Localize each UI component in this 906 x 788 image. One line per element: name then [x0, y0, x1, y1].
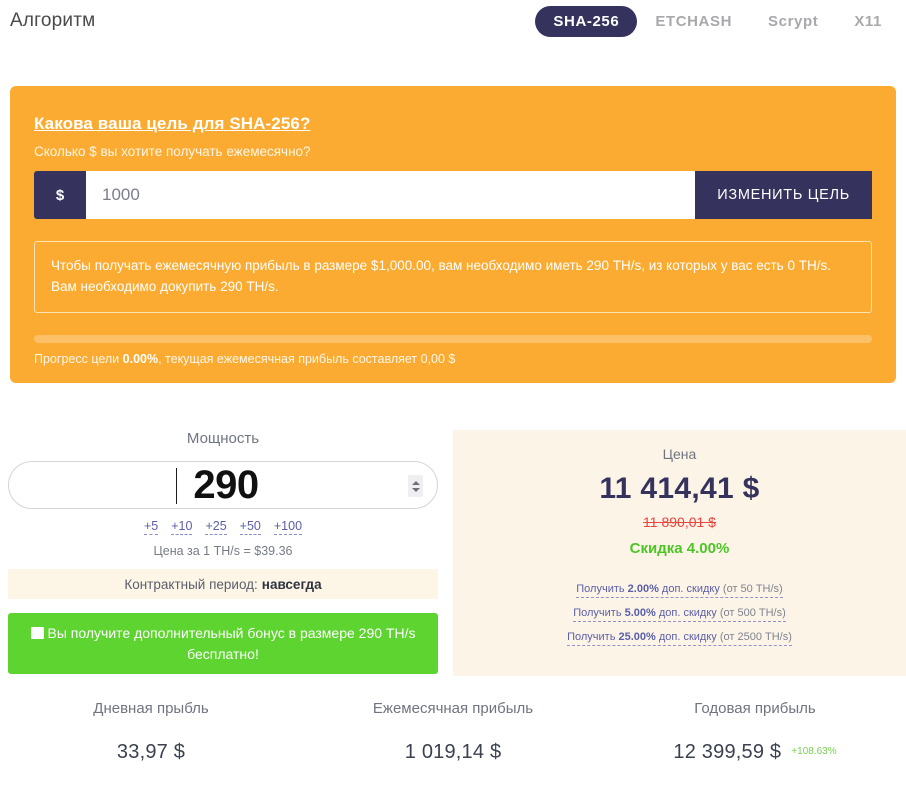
bonus-banner: Вы получите дополнительный бонус в разме… — [8, 613, 438, 674]
quick-add-100[interactable]: +100 — [273, 518, 303, 536]
stat-daily-profit: Дневная прыбль 33,97 $ — [0, 700, 302, 764]
discount-suffix-1: доп. скидку — [655, 607, 720, 619]
discount-percent-0: 2.00% — [627, 583, 659, 595]
chevron-down-icon[interactable] — [411, 487, 420, 492]
currency-symbol-icon: $ — [34, 171, 86, 219]
stat-label: Дневная прыбль — [93, 700, 209, 717]
stat-yearly-profit: Годовая прибыль 12 399,59 $ +108.63% — [604, 700, 906, 764]
gift-icon — [30, 627, 44, 640]
discount-suffix-2: доп. скидку — [655, 631, 720, 643]
extra-discount-link-500[interactable]: Получить 5.00% доп. скидку (от 500 TH/s) — [573, 607, 786, 622]
price-label: Цена — [662, 446, 697, 462]
power-value: 290 — [193, 463, 259, 507]
goal-progress-bar — [34, 334, 872, 343]
power-stepper[interactable] — [408, 475, 423, 497]
price-amount: 11 414,41 $ — [599, 472, 760, 505]
bonus-text: Вы получите дополнительный бонус в разме… — [47, 625, 416, 662]
discount-percent-1: 5.00% — [624, 607, 656, 619]
price-old-amount: 11 890,01 $ — [643, 514, 716, 530]
price-column: Цена 11 414,41 $ 11 890,01 $ Скидка 4.00… — [453, 430, 906, 676]
contract-period-label: Контрактный период: — [124, 576, 258, 592]
power-input[interactable]: 290 — [8, 461, 438, 509]
stat-value: 33,97 $ — [116, 741, 186, 763]
page-title: Алгоритм — [10, 10, 96, 31]
goal-progress-prefix: Прогресс цели — [34, 351, 123, 366]
stat-monthly-profit: Ежемесячная прибыль 1 019,14 $ — [302, 700, 604, 764]
goal-subtitle: Сколько $ вы хотите получать ежемесячно? — [34, 144, 311, 159]
discount-prefix-1: Получить — [573, 607, 625, 619]
quick-add-50[interactable]: +50 — [239, 518, 261, 536]
goal-title-link[interactable]: Какова ваша цель для SHA-256? — [34, 114, 311, 133]
goal-progress-suffix: , текущая ежемесячная прибыль составляет… — [158, 351, 456, 366]
stat-label: Годовая прибыль — [694, 700, 816, 717]
quick-add-25[interactable]: +25 — [205, 518, 227, 536]
stat-value: 1 019,14 $ — [404, 741, 502, 763]
algorithm-tabs: SHA-256 ETCHASH Scrypt X11 — [535, 5, 900, 37]
algorithm-header: Алгоритм SHA-256 ETCHASH Scrypt X11 — [0, 0, 906, 42]
extra-discount-links: Получить 2.00% доп. скидку (от 50 TH/s) … — [463, 583, 896, 646]
quick-add-5[interactable]: +5 — [143, 518, 159, 536]
goal-progress-text: Прогресс цели 0.00%, текущая ежемесячная… — [34, 352, 872, 366]
goal-progress-percent: 0.00% — [122, 351, 159, 366]
tab-x11[interactable]: X11 — [854, 12, 882, 30]
extra-discount-link-2500[interactable]: Получить 25.00% доп. скидку (от 2500 TH/… — [567, 631, 792, 646]
stat-delta-badge: +108.63% — [791, 746, 837, 757]
tab-etchash[interactable]: ETCHASH — [655, 12, 733, 30]
chevron-up-icon[interactable] — [411, 480, 420, 485]
goal-amount-input[interactable] — [86, 171, 696, 219]
change-goal-button[interactable]: ИЗМЕНИТЬ ЦЕЛЬ — [695, 171, 872, 219]
unit-price-text: Цена за 1 TH/s = $39.36 — [153, 544, 293, 559]
text-caret — [176, 468, 177, 504]
quick-add-10[interactable]: +10 — [171, 518, 193, 536]
discount-percent-2: 25.00% — [618, 631, 656, 643]
goal-requirement-note: Чтобы получать ежемесячную прибыль в раз… — [34, 241, 872, 313]
stat-value: 12 399,59 $ — [673, 741, 782, 763]
goal-input-row: $ ИЗМЕНИТЬ ЦЕЛЬ — [34, 171, 872, 219]
discount-condition-2: (от 2500 TH/s) — [719, 631, 792, 643]
contract-period: Контрактный период: навсегда — [8, 569, 438, 600]
discount-suffix-0: доп. скидку — [658, 583, 723, 595]
contract-period-value: навсегда — [261, 576, 322, 592]
tab-scrypt[interactable]: Scrypt — [768, 12, 819, 30]
stat-label: Ежемесячная прибыль — [372, 700, 534, 717]
tab-sha-256[interactable]: SHA-256 — [535, 5, 638, 37]
discount-prefix-2: Получить — [567, 631, 619, 643]
quick-add-buttons: +5 +10 +25 +50 +100 — [8, 518, 438, 536]
profit-stats: Дневная прыбль 33,97 $ Ежемесячная прибы… — [0, 700, 906, 764]
power-column: Мощность 290 +5 +10 +25 +50 +100 Цена за… — [8, 430, 438, 674]
discount-prefix-0: Получить — [576, 583, 628, 595]
extra-discount-link-50[interactable]: Получить 2.00% доп. скидку (от 50 TH/s) — [576, 583, 783, 598]
discount-condition-0: (от 50 TH/s) — [722, 583, 783, 595]
discount-condition-1: (от 500 TH/s) — [719, 607, 786, 619]
goal-panel: Какова ваша цель для SHA-256? Сколько $ … — [10, 86, 896, 383]
price-discount: Скидка 4.00% — [629, 540, 730, 557]
power-label: Мощность — [186, 430, 260, 447]
